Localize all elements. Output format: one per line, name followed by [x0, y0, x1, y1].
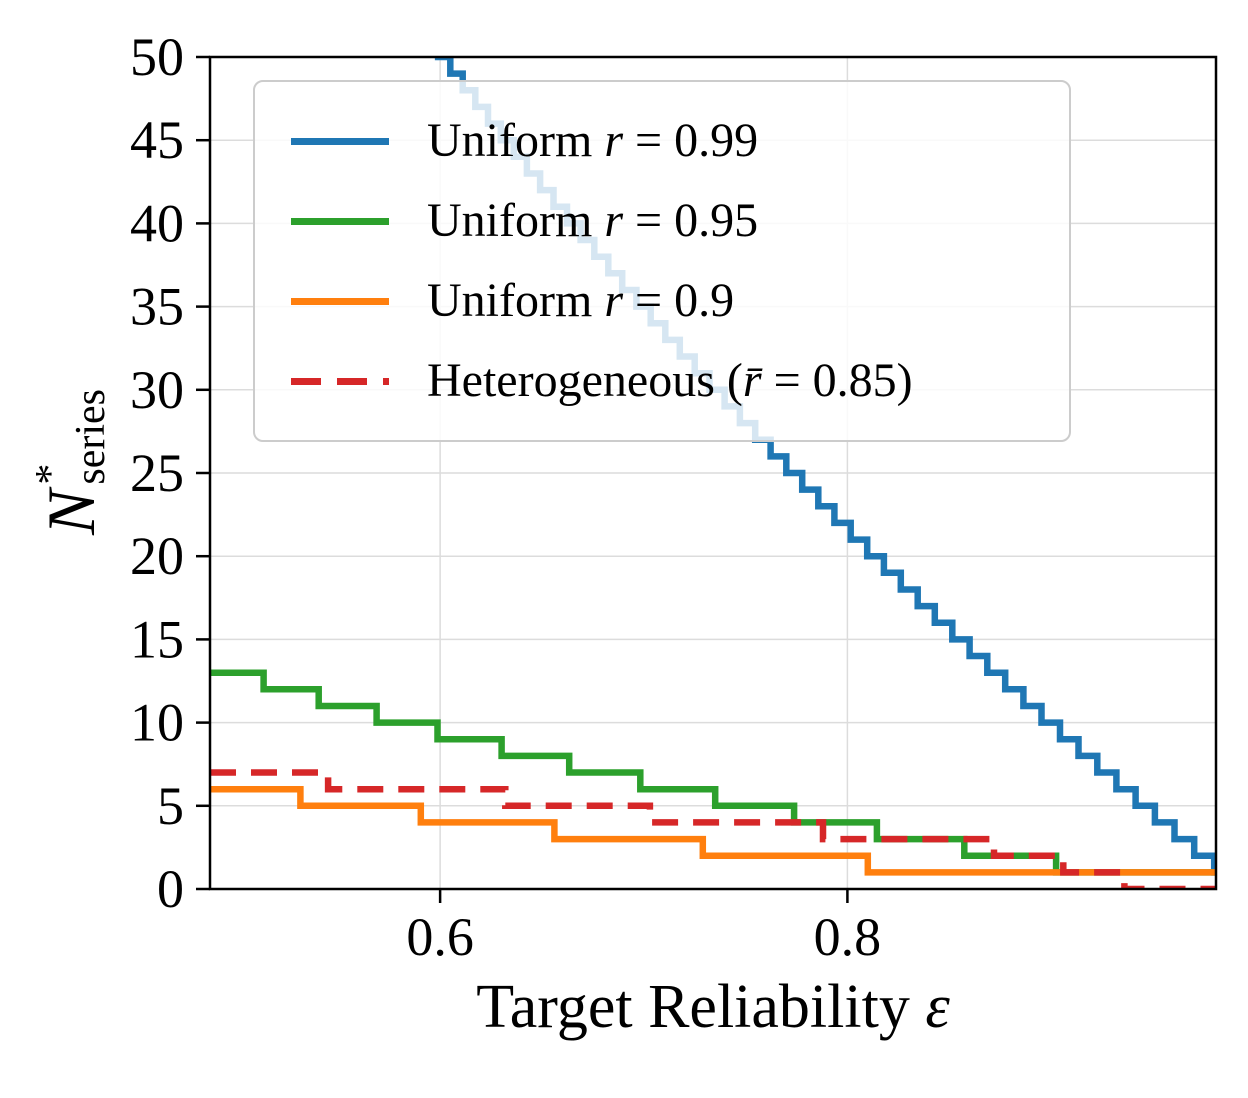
x-tick-label: 0.8: [814, 907, 882, 967]
y-tick-label: 50: [130, 27, 184, 87]
x-tick-label: 0.6: [406, 907, 474, 967]
y-axis-label: N * series: [28, 389, 114, 535]
y-tick-label: 45: [130, 110, 184, 170]
y-tick-label: 10: [130, 693, 184, 753]
y-tick-label: 20: [130, 526, 184, 586]
ylabel-superscript: *: [28, 463, 75, 485]
xlabel-epsilon: ε: [925, 973, 950, 1041]
y-tick-label: 25: [130, 443, 184, 503]
series-line-3: [210, 769, 1216, 889]
y-tick-label: 35: [130, 277, 184, 337]
ylabel-symbol: N: [33, 489, 110, 535]
series-line-2: [210, 785, 1216, 876]
legend-line-sample: [291, 377, 389, 385]
y-tick-label: 0: [157, 859, 184, 919]
legend: Uniform r = 0.99 Uniform r = 0.95 Uniform …: [253, 80, 1071, 442]
y-tick-label: 5: [157, 776, 184, 836]
y-tick-label: 40: [130, 193, 184, 253]
legend-line-sample: [291, 137, 389, 145]
y-tick-label: 15: [130, 609, 184, 669]
xlabel-text: Target Reliability: [476, 973, 926, 1041]
series-line-1: [210, 669, 1216, 876]
legend-line-sample: [291, 217, 389, 225]
legend-label: Uniform r = 0.9: [427, 274, 735, 327]
legend-item: Uniform r = 0.99: [291, 108, 1033, 174]
x-axis-label: Target Reliability ε: [476, 972, 950, 1043]
legend-item: Uniform r = 0.9: [291, 268, 1033, 334]
legend-item: Uniform r = 0.95: [291, 188, 1033, 254]
legend-label: Uniform r = 0.99: [427, 114, 759, 167]
legend-label: Heterogeneous (r̄ = 0.85): [427, 354, 913, 407]
legend-line-sample: [291, 297, 389, 305]
y-tick-label: 30: [130, 360, 184, 420]
ylabel-supsub: * series: [28, 389, 114, 485]
legend-label: Uniform r = 0.95: [427, 194, 759, 247]
legend-item: Heterogeneous (r̄ = 0.85): [291, 348, 1033, 414]
ylabel-subscript: series: [68, 389, 114, 485]
